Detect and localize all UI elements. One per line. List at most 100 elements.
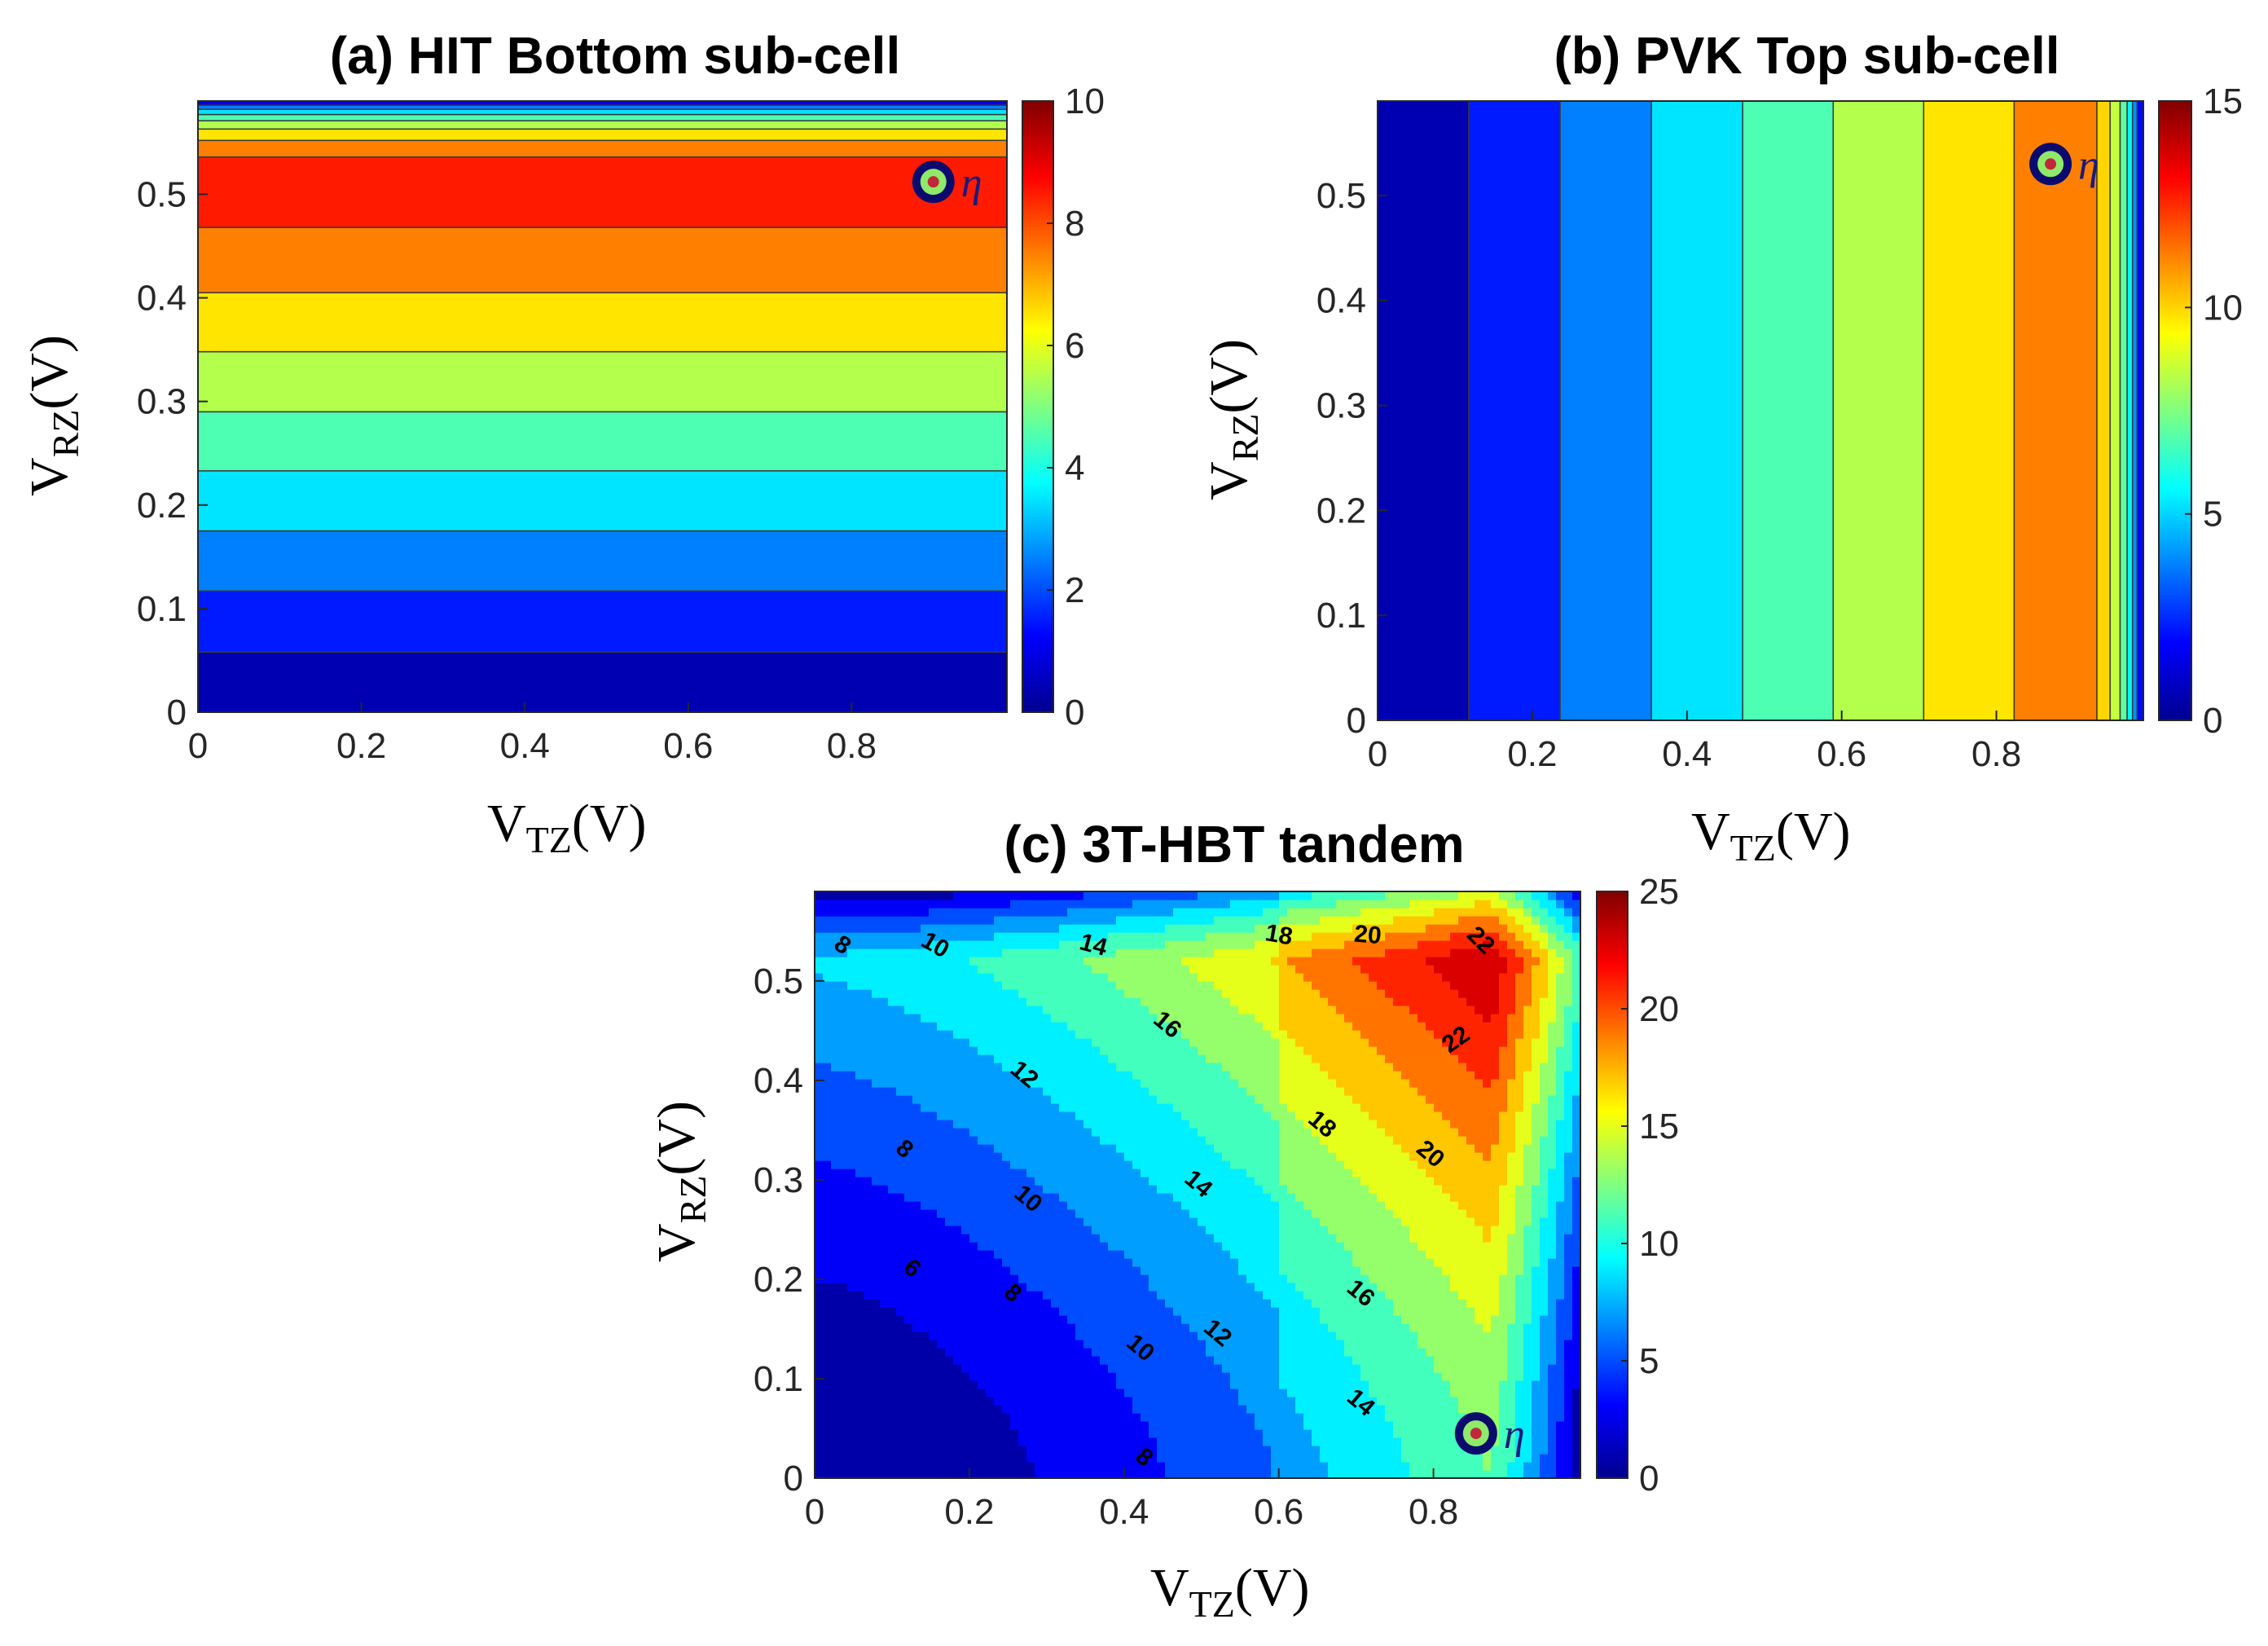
- panel-c-cell: [978, 1348, 987, 1357]
- panel-c-cell: [921, 1250, 930, 1259]
- panel-c-cell: [1320, 1168, 1329, 1177]
- panel-c-cell: [1271, 1429, 1280, 1438]
- panel-c-cell: [1303, 1462, 1312, 1471]
- panel-c-cell: [1263, 1095, 1272, 1104]
- panel-c-cell: [1002, 924, 1011, 933]
- panel-c-cell: [1083, 1071, 1092, 1080]
- panel-c-cell: [1026, 1242, 1035, 1251]
- panel-c-cell: [1263, 1331, 1272, 1340]
- panel-c-cell: [864, 1340, 872, 1349]
- panel-c-cell: [1092, 1470, 1101, 1478]
- panel-c-cell: [1222, 1136, 1231, 1145]
- panel-c-cell: [1295, 1120, 1304, 1129]
- panel-c-cell: [1181, 1152, 1190, 1161]
- panel-c-cell: [1116, 1291, 1125, 1300]
- panel-c-cell: [1067, 924, 1076, 933]
- panel-c-cell: [945, 1063, 954, 1072]
- panel-c-cell: [1303, 1201, 1312, 1210]
- panel-c-cell: [1255, 1283, 1264, 1292]
- panel-c-cell: [1067, 900, 1076, 909]
- panel-c-cell: [1116, 1120, 1125, 1129]
- panel-c-cell: [1124, 1095, 1133, 1104]
- panel-c-cell: [1157, 1095, 1166, 1104]
- panel-c-cell: [1181, 1413, 1190, 1422]
- panel-c-cell: [1092, 1364, 1101, 1373]
- panel-c-cell: [1010, 1437, 1019, 1446]
- panel-c-cell: [1181, 957, 1190, 966]
- panel-c-cell: [896, 1331, 905, 1340]
- panel-c-cell: [880, 973, 889, 982]
- panel-c-cell: [1124, 1291, 1133, 1300]
- panel-c-cell: [1132, 948, 1141, 957]
- panel-c-cell: [1051, 900, 1060, 909]
- panel-c-cell: [896, 1234, 905, 1243]
- panel-c-cell: [1075, 1307, 1084, 1316]
- panel-c-cell: [1157, 1128, 1166, 1137]
- panel-c-cell: [1238, 1364, 1247, 1373]
- panel-c-cell: [1230, 1250, 1239, 1259]
- panel-c-cell: [929, 1389, 938, 1397]
- panel-c-cell: [994, 1226, 1003, 1234]
- panel-c-cell: [1206, 891, 1215, 900]
- panel-c-cell: [1328, 1372, 1337, 1381]
- panel-c-cell: [1108, 1323, 1117, 1332]
- panel-c-cell: [1181, 1120, 1190, 1129]
- panel-c-cell: [1116, 1437, 1125, 1446]
- panel-c-cell: [1238, 1340, 1247, 1349]
- panel-c-cell: [855, 1103, 864, 1112]
- panel-c-cell: [1295, 1193, 1304, 1202]
- panel-c-cell: [1303, 1209, 1312, 1218]
- panel-c-cell: [823, 1372, 832, 1381]
- panel-c-cell: [1051, 1372, 1060, 1381]
- panel-c-cell: [1238, 900, 1247, 909]
- panel-c-cell: [986, 1364, 995, 1373]
- panel-c-cell: [1246, 1421, 1255, 1430]
- panel-c-cell: [912, 908, 921, 917]
- panel-c-cell: [896, 1177, 905, 1186]
- panel-c-cell: [1255, 989, 1264, 998]
- panel-b-title: (b) PVK Top sub-cell: [1554, 26, 2059, 85]
- panel-c-cell: [847, 957, 856, 966]
- panel-c-cell: [904, 1071, 913, 1080]
- panel-c-cell: [1287, 1168, 1296, 1177]
- panel-c-cell: [823, 916, 832, 925]
- panel-c-cell: [1165, 1234, 1174, 1243]
- panel-c-cell: [1214, 1226, 1223, 1234]
- panel-c-cell: [1287, 1389, 1296, 1397]
- panel-c-cell: [1206, 1266, 1215, 1275]
- panel-c-cell: [1116, 1462, 1125, 1471]
- panel-c-cell: [1360, 1454, 1369, 1463]
- panel-c-cell: [1067, 1274, 1076, 1283]
- panel-c-cell: [1271, 1323, 1280, 1332]
- panel-c-cell: [1189, 1389, 1198, 1397]
- panel-c-cell: [1279, 1168, 1288, 1177]
- panel-c-cell: [1018, 1087, 1027, 1096]
- panel-c-cell: [888, 1046, 897, 1055]
- panel-c-cell: [1263, 1274, 1272, 1283]
- panel-c-cell: [1018, 1209, 1027, 1218]
- panel-c-cell: [1360, 1095, 1369, 1104]
- panel-c-cell: [1018, 1380, 1027, 1389]
- panel-c-cell: [1149, 940, 1158, 949]
- panel-c-cell: [1214, 1380, 1223, 1389]
- panel-c-cell: [1165, 1095, 1174, 1104]
- panel-c-cell: [1100, 1185, 1109, 1194]
- panel-c-cell: [1238, 1323, 1247, 1332]
- panel-c-cell: [929, 1380, 938, 1389]
- panel-c-cell: [1198, 948, 1207, 957]
- panel-c-cell: [1018, 1340, 1027, 1349]
- panel-c-cell: [855, 1389, 864, 1397]
- panel-c-cell: [1059, 981, 1068, 990]
- panel-c-cell: [1075, 957, 1084, 966]
- panel-c-cell: [921, 948, 930, 957]
- panel-c-cell: [921, 1209, 930, 1218]
- panel-c-plot: [815, 891, 1580, 1478]
- panel-c-cell: [1360, 1389, 1369, 1397]
- panel-c-cell: [888, 1323, 897, 1332]
- panel-c-cell: [1010, 1038, 1019, 1047]
- panel-c-cell: [1344, 1217, 1353, 1226]
- panel-c-cell: [1344, 940, 1353, 949]
- panel-c-cell: [953, 1201, 962, 1210]
- panel-c-cell: [1246, 1446, 1255, 1455]
- panel-c-cell: [1141, 924, 1149, 933]
